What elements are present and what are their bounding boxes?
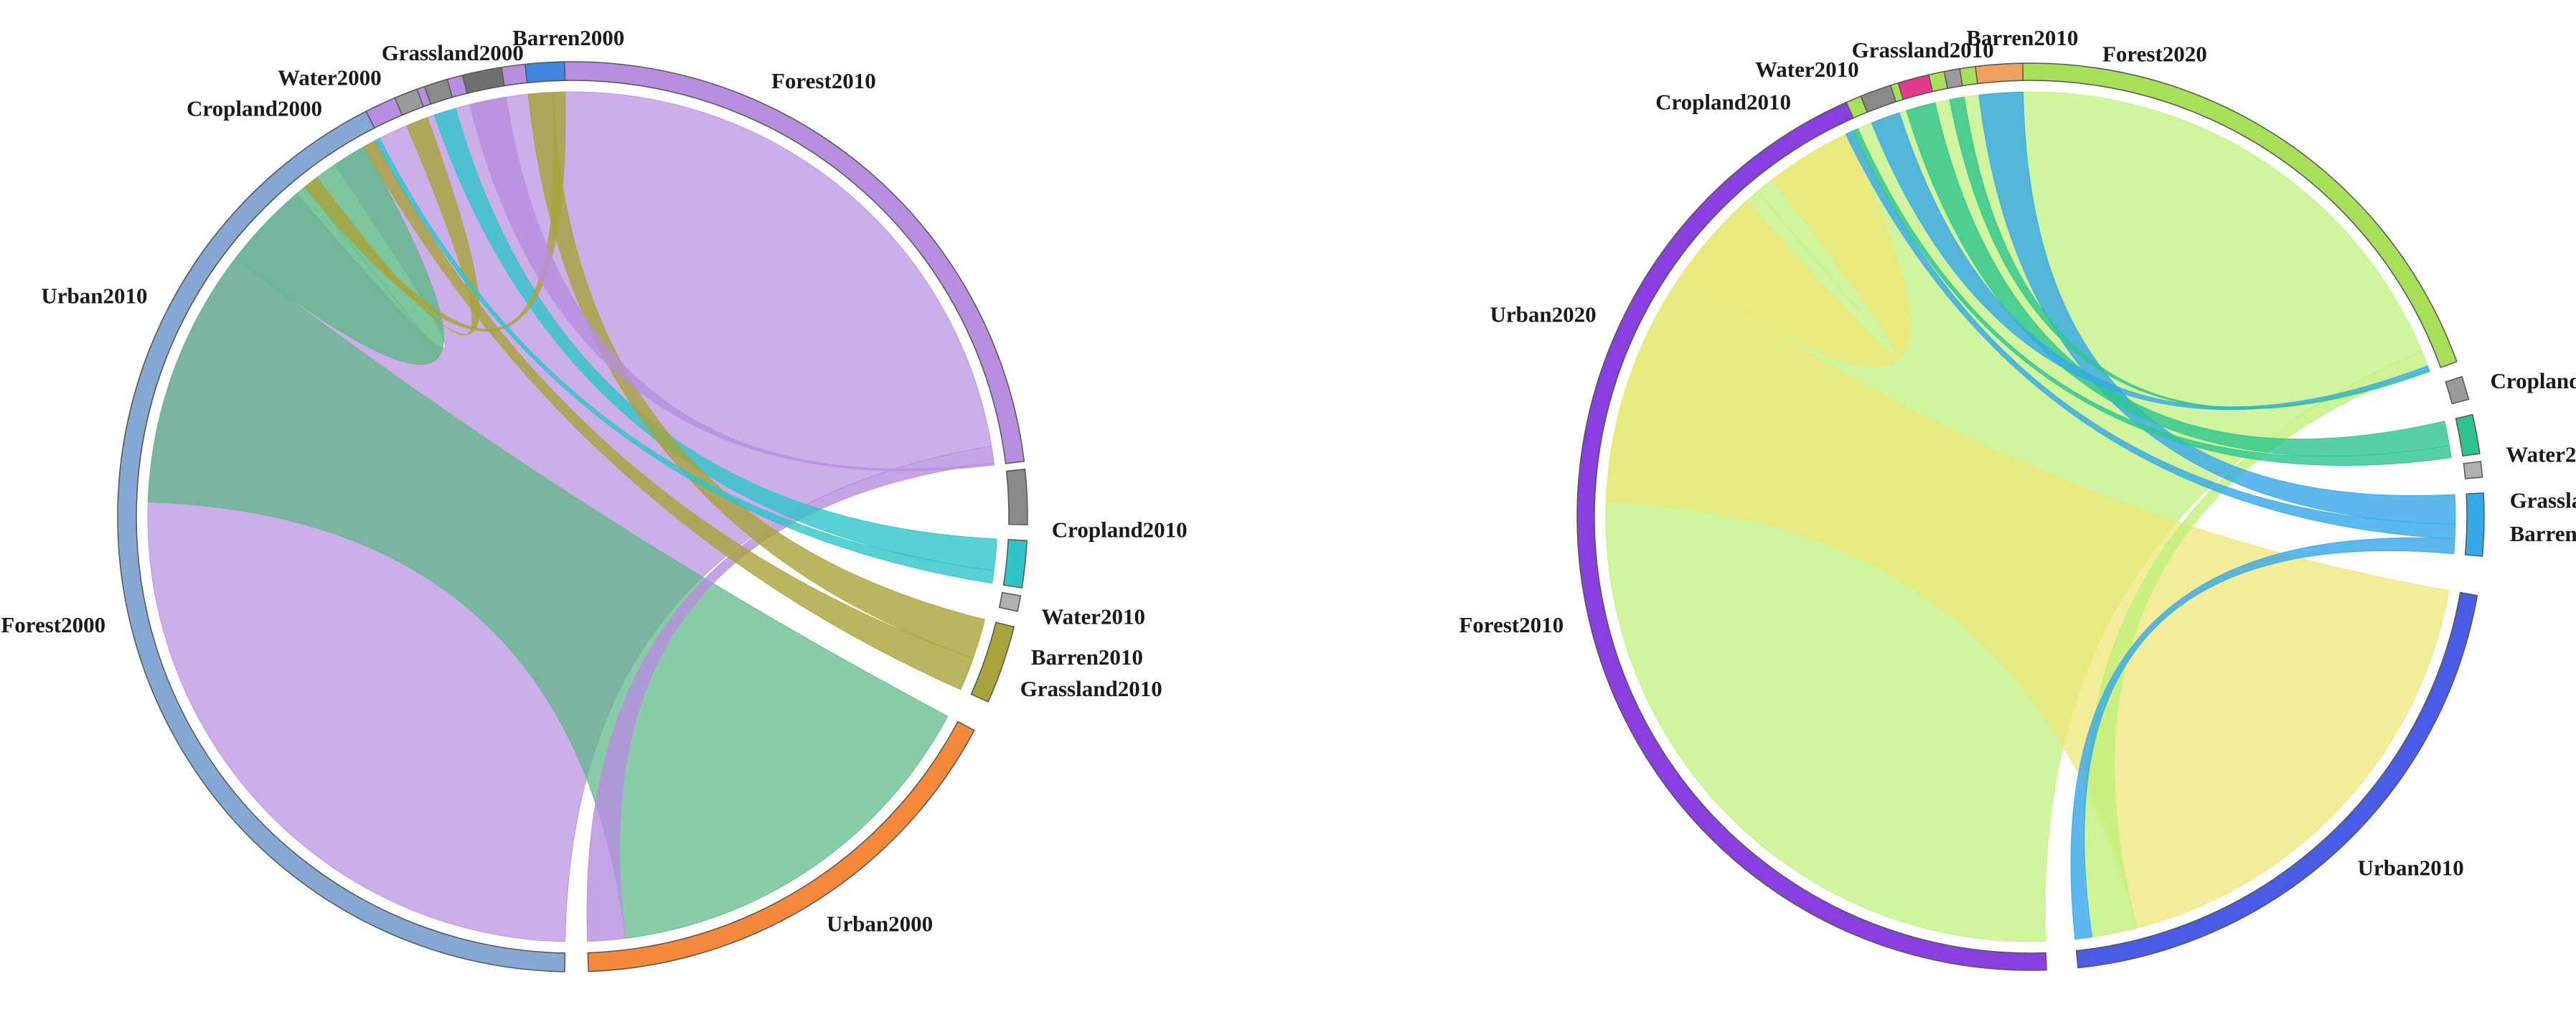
sector-label-urban2010: Urban2010: [41, 283, 147, 308]
sector-arc-forest2010: [317, 61, 1025, 464]
chord-barren2010-to-grassland2020: [1978, 91, 2456, 525]
chord-urban2000-to-forest2010: [586, 445, 995, 942]
sector-arc-barren2000: [524, 61, 566, 84]
sector-arc-urban2010: [2075, 591, 2478, 969]
sector-arc-urban2000: [587, 721, 975, 972]
sector-arc-water2020: [2455, 413, 2481, 457]
chord-urban2010-to-grassland2020: [2070, 538, 2455, 940]
sector-label-forest2010: Forest2010: [1459, 612, 1564, 637]
sector-arc-water2010: [1897, 74, 1934, 100]
sector-arc-cropland2010: [1860, 84, 1897, 113]
sector-label-forest2010: Forest2010: [771, 68, 876, 93]
sector-arc-cropland2020: [2445, 375, 2470, 405]
sector-label-barren2010: Barren2010: [1031, 644, 1143, 670]
sector-arc-forest2000: [117, 111, 566, 972]
sector-label-grassland2020: Grassland2020: [2510, 488, 2576, 513]
sector-label-urban2010: Urban2010: [2358, 855, 2464, 880]
sector-label-water2010: Water2010: [1041, 604, 1145, 629]
sector-label-cropland2010: Cropland2010: [1655, 89, 1791, 114]
sector-label-barren2000: Barren2000: [512, 25, 624, 50]
sector-arc-water2000: [423, 78, 453, 106]
chords: [147, 91, 997, 942]
chord-forest2000-to-water2010: [375, 137, 995, 584]
chord-barren2000-to-urban2010: [304, 91, 566, 332]
sector-arc-grassland2020: [2464, 492, 2485, 557]
sector-arc-water2010: [1002, 539, 1028, 589]
chord-water2000-to-water2010: [433, 108, 997, 571]
chord-forest2010-to-urban2020: [1683, 133, 1911, 367]
sector-label-forest2000: Forest2000: [1, 612, 105, 637]
chord-grassland2000-to-forest2010: [469, 96, 995, 472]
chord-forest2000-to-urban2010: [235, 146, 444, 365]
chord-cropland2000-to-urban2010: [311, 117, 480, 336]
sector-label-cropland2020: Cropland2020: [2490, 368, 2576, 393]
sector-label-water2020: Water2020: [2506, 442, 2576, 467]
chord-grassland2010-to-forest2020: [1949, 96, 2430, 410]
sector-arc-barren2010: [970, 622, 1015, 703]
chord-diagram-2010-2020: Urban2020 Forest2020 Cropland2020 Water2020…: [1459, 25, 2576, 971]
sector-label-barren2020: Barren2020: [2510, 521, 2576, 546]
sector-arc-cropland2010: [1005, 468, 1028, 525]
sector-label-cropland2000: Cropland2000: [187, 95, 322, 121]
chord-urban2000-to-urban2010: [147, 257, 949, 939]
sector-arc-barren2020: [2463, 461, 2483, 479]
sector-label-water2000: Water2000: [278, 65, 382, 90]
sector-label-barren2010: Barren2010: [1966, 25, 2078, 50]
sector-label-forest2020: Forest2020: [2102, 42, 2207, 67]
sector-arc-grassland2000: [461, 66, 505, 94]
chord-diagram-2000-2010: Urban2010 Forest2010 Cropland2010 Water2010…: [1, 25, 1188, 972]
sector-arc-grassland2010: [998, 591, 1022, 612]
sector-label-urban2020: Urban2020: [1490, 302, 1596, 327]
sector-arc-grassland2010: [1943, 67, 1963, 90]
chord-urban2010-to-urban2020: [1605, 270, 2450, 929]
sector-label-cropland2010: Cropland2010: [1052, 517, 1188, 542]
sector-label-water2010: Water2010: [1755, 57, 1859, 82]
sector-arc-cropland2000: [394, 88, 425, 116]
chords: [1605, 91, 2456, 942]
sector-label-grassland2010: Grassland2010: [1020, 676, 1162, 701]
chord-forest2010-to-water2020: [1852, 128, 2452, 466]
sector-label-urban2000: Urban2000: [827, 911, 933, 936]
chord-forest2010-to-grassland2020: [1845, 130, 2456, 540]
chord-cropland2010-to-forest2020: [1871, 112, 2430, 411]
sector-label-grassland2000: Grassland2000: [382, 40, 524, 65]
sector-label-grassland2010: Grassland2010: [1852, 37, 1994, 62]
sector-arc-forest2010: [1576, 101, 2047, 971]
sector-arc-barren2010: [1975, 62, 2024, 85]
